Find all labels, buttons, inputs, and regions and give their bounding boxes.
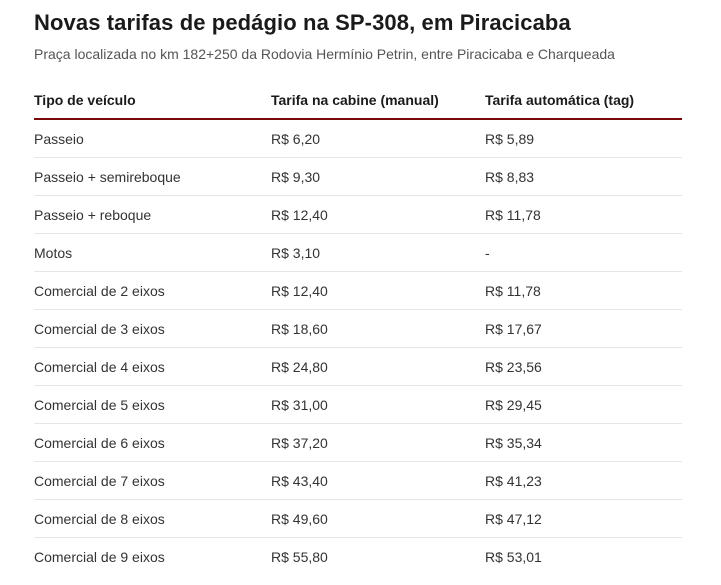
tag-tariff-cell: R$ 29,45 <box>485 385 682 424</box>
vehicle-type-cell: Comercial de 4 eixos <box>34 347 271 386</box>
manual-tariff-cell: R$ 31,00 <box>271 385 485 424</box>
vehicle-type-cell: Comercial de 2 eixos <box>34 271 271 310</box>
tag-tariff-cell: R$ 11,78 <box>485 271 682 310</box>
header-tag-tariff: Tarifa automática (tag) <box>485 82 682 120</box>
table-row: Passeio + reboque R$ 12,40 R$ 11,78 <box>34 195 682 234</box>
vehicle-type-cell: Comercial de 6 eixos <box>34 423 271 462</box>
tag-tariff-cell: R$ 41,23 <box>485 461 682 500</box>
page-title: Novas tarifas de pedágio na SP-308, em P… <box>34 10 571 35</box>
manual-tariff-cell: R$ 37,20 <box>271 423 485 462</box>
table-header-row: Tipo de veículo Tarifa na cabine (manual… <box>34 82 682 120</box>
toll-tariff-table: Tipo de veículo Tarifa na cabine (manual… <box>34 82 682 575</box>
vehicle-type-cell: Comercial de 7 eixos <box>34 461 271 500</box>
table-row: Passeio + semireboque R$ 9,30 R$ 8,83 <box>34 157 682 196</box>
tag-tariff-cell: R$ 53,01 <box>485 548 542 565</box>
page-subtitle: Praça localizada no km 182+250 da Rodovi… <box>34 46 615 62</box>
vehicle-type-cell: Passeio + semireboque <box>34 157 271 196</box>
tag-tariff-cell: R$ 17,67 <box>485 309 682 348</box>
tag-tariff-cell: R$ 5,89 <box>485 119 682 158</box>
manual-tariff-cell: R$ 24,80 <box>271 347 485 386</box>
table-row: Comercial de 8 eixos R$ 49,60 R$ 47,12 <box>34 499 682 538</box>
table-row: Passeio R$ 6,20 R$ 5,89 <box>34 119 682 158</box>
vehicle-type-cell: Passeio <box>34 119 271 158</box>
vehicle-type-cell: Comercial de 9 eixos <box>34 548 165 565</box>
table-row: Comercial de 4 eixos R$ 24,80 R$ 23,56 <box>34 347 682 386</box>
table-row: Motos R$ 3,10 - <box>34 233 682 272</box>
manual-tariff-cell: R$ 6,20 <box>271 119 485 158</box>
manual-tariff-cell: R$ 9,30 <box>271 157 485 196</box>
tag-tariff-cell: R$ 8,83 <box>485 157 682 196</box>
vehicle-type-cell: Comercial de 8 eixos <box>34 499 271 538</box>
tag-tariff-cell: R$ 11,78 <box>485 195 682 234</box>
table-row: Comercial de 5 eixos R$ 31,00 R$ 29,45 <box>34 385 682 424</box>
vehicle-type-cell: Passeio + reboque <box>34 195 271 234</box>
table-row: Comercial de 2 eixos R$ 12,40 R$ 11,78 <box>34 271 682 310</box>
tag-tariff-cell: R$ 23,56 <box>485 347 682 386</box>
manual-tariff-cell: R$ 49,60 <box>271 499 485 538</box>
table-row: Comercial de 3 eixos R$ 18,60 R$ 17,67 <box>34 309 682 348</box>
tag-tariff-cell: - <box>485 233 682 272</box>
manual-tariff-cell: R$ 18,60 <box>271 309 485 348</box>
tag-tariff-cell: R$ 35,34 <box>485 423 682 462</box>
manual-tariff-cell: R$ 55,80 <box>271 548 328 565</box>
table-row: Comercial de 6 eixos R$ 37,20 R$ 35,34 <box>34 423 682 462</box>
header-manual-tariff: Tarifa na cabine (manual) <box>271 82 485 120</box>
manual-tariff-cell: R$ 12,40 <box>271 195 485 234</box>
vehicle-type-cell: Comercial de 3 eixos <box>34 309 271 348</box>
table-row: Comercial de 9 eixos R$ 55,80 R$ 53,01 <box>34 538 682 576</box>
header-vehicle-type: Tipo de veículo <box>34 82 271 120</box>
manual-tariff-cell: R$ 3,10 <box>271 233 485 272</box>
manual-tariff-cell: R$ 43,40 <box>271 461 485 500</box>
table-row: Comercial de 7 eixos R$ 43,40 R$ 41,23 <box>34 461 682 500</box>
vehicle-type-cell: Comercial de 5 eixos <box>34 385 271 424</box>
vehicle-type-cell: Motos <box>34 233 271 272</box>
manual-tariff-cell: R$ 12,40 <box>271 271 485 310</box>
tag-tariff-cell: R$ 47,12 <box>485 499 682 538</box>
